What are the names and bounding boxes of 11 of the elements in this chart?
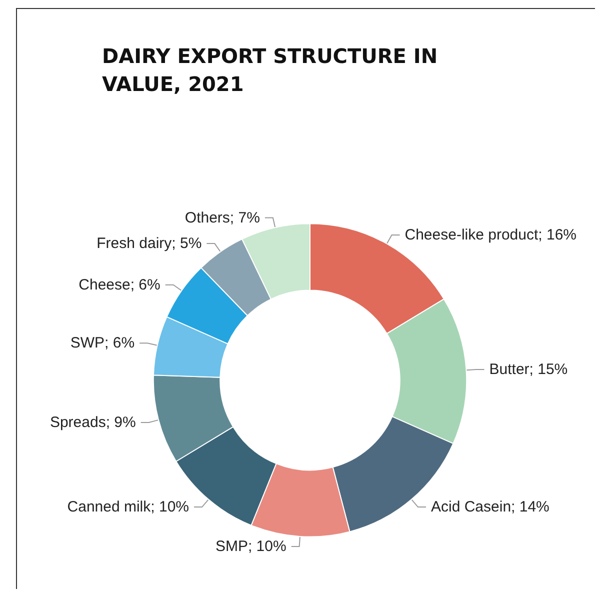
slice-label: Fresh dairy; 5% (96, 235, 202, 252)
slice-label: Cheese; 6% (78, 276, 160, 294)
slice-label: SMP; 10% (215, 538, 286, 555)
slice-label: Others; 7% (184, 209, 260, 226)
slice-label: Cheese-like product; 16% (404, 226, 577, 244)
slice-label: Spreads; 9% (50, 414, 136, 431)
slice-label: Butter; 15% (489, 361, 568, 378)
slice-label: Canned milk; 10% (67, 498, 190, 516)
slice-label: SWP; 6% (70, 334, 135, 352)
chart-title: DAIRY EXPORT STRUCTURE IN VALUE, 2021 (102, 44, 445, 96)
slice-label: Acid Casein; 14% (430, 498, 550, 516)
